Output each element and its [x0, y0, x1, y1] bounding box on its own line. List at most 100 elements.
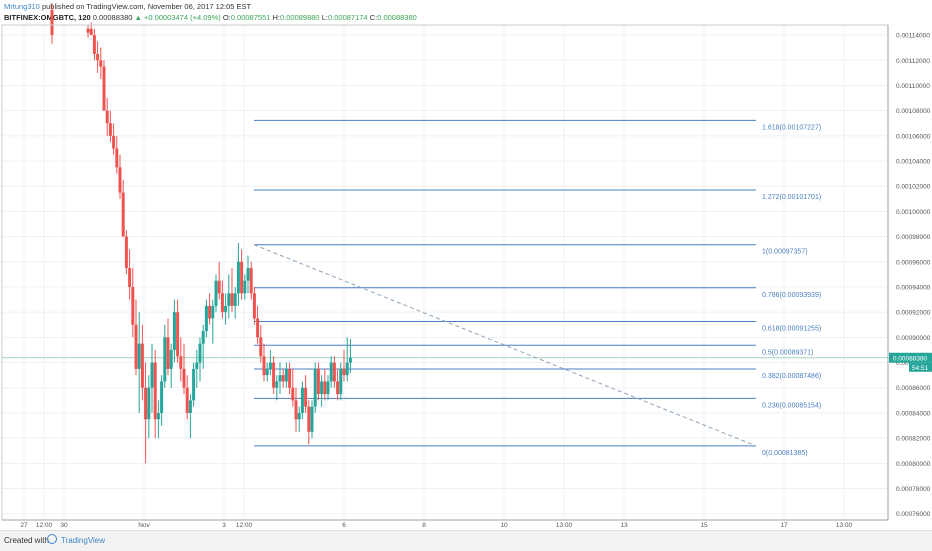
footer: Created with TradingView	[0, 530, 932, 551]
candle-body	[166, 337, 170, 369]
candle-body	[124, 236, 128, 269]
candle-body	[115, 148, 119, 168]
candle-body	[108, 123, 112, 136]
candle-body	[134, 324, 138, 369]
candle-body	[291, 387, 295, 401]
candle-body	[179, 356, 183, 369]
candle-body	[249, 268, 253, 294]
tradingview-link[interactable]: TradingView	[61, 536, 106, 545]
fib-level-label: 0.382(0.00087486)	[762, 373, 821, 380]
x-tick-label: 30	[60, 522, 68, 529]
candle-body	[268, 362, 272, 369]
candle-body	[89, 28, 93, 36]
candle-body	[339, 368, 343, 395]
y-tick-label: 0.00080000	[896, 461, 931, 468]
candle-body	[300, 387, 304, 413]
y-tick-label: 0.00100000	[896, 209, 931, 216]
candle-body	[118, 167, 122, 193]
fib-level-label: 0.5(0.00089371)	[762, 349, 813, 356]
candle-body	[224, 305, 228, 313]
candle-body	[240, 261, 244, 294]
candle-body	[217, 280, 221, 294]
x-tick-label: 15	[700, 522, 708, 529]
candle-body	[121, 192, 125, 237]
fib-level-label: 0(0.00081385)	[762, 450, 808, 457]
publish-info: published on TradingView.com, November 0…	[41, 2, 252, 11]
candle-body	[50, 9, 54, 36]
y-tick-label: 0.00112000	[896, 58, 930, 65]
price-tag-value: 0.00088380	[893, 355, 928, 362]
fib-trendline	[253, 244, 757, 447]
x-tick-label: 6	[342, 522, 346, 529]
candle-body	[131, 286, 135, 325]
y-tick-label: 0.00102000	[896, 184, 931, 191]
candle-body	[316, 368, 320, 395]
countdown-value: 54:51	[912, 365, 929, 372]
candle-body	[137, 343, 141, 369]
x-tick-label: 13	[620, 522, 628, 529]
candle-body	[156, 412, 160, 420]
fib-level-label: 0.236(0.00085154)	[762, 402, 821, 409]
candle-body	[233, 293, 237, 306]
ohlc-line: BITFINEX:OMGBTC, 120 0.00088380 ▲ +0.000…	[4, 12, 417, 23]
y-tick-label: 0.00092000	[896, 310, 931, 317]
candle-body	[275, 381, 279, 388]
y-tick-label: 0.00096000	[896, 259, 931, 266]
y-tick-label: 0.00104000	[896, 159, 931, 166]
candle-body	[92, 35, 96, 54]
x-tick-label: 27	[20, 522, 28, 529]
fibonacci-retracement[interactable]: 1.618(0.00107227) 1.272(0.00101701) 1(0.00…	[253, 119, 821, 457]
countdown-box	[909, 362, 932, 372]
y-tick-label: 0.00082000	[896, 436, 931, 443]
candle-body	[246, 268, 250, 281]
y-tick-label: 0.00086000	[896, 385, 931, 392]
candle-body	[310, 406, 314, 432]
axes: 0.00114000 0.00112000 0.00110000 0.00108000…	[1, 24, 931, 529]
candle-body	[204, 305, 208, 332]
candle-body	[227, 293, 231, 306]
price-tag: 0.00088380 54:51	[889, 352, 932, 372]
x-tick-label: 13:00	[836, 522, 853, 529]
candle-body	[211, 305, 215, 319]
fib-level-label: 1.618(0.00107227)	[762, 124, 821, 131]
candle-body	[112, 135, 116, 149]
candle-body	[252, 293, 256, 319]
candle-body	[172, 312, 176, 350]
fib-level-label: 0.786(0.00093939)	[762, 292, 821, 299]
symbol-label[interactable]: BITFINEX:OMGBTC, 120	[4, 13, 91, 22]
y-tick-label: 0.00098000	[896, 234, 931, 241]
last-price: 0.00088380	[92, 13, 133, 22]
x-tick-label: 12:00	[36, 522, 53, 529]
candle-body	[198, 343, 202, 363]
x-tick-label: 8	[422, 522, 426, 529]
candle-body	[345, 362, 349, 376]
tradingview-logo-icon[interactable]	[47, 534, 57, 544]
candle-body	[140, 343, 144, 388]
candle-body	[326, 381, 330, 395]
x-tick-label: 3	[222, 522, 226, 529]
candle-body	[323, 381, 327, 395]
y-tick-label: 0.00110000	[896, 83, 930, 90]
candle-body	[220, 293, 224, 313]
candle-body	[313, 368, 317, 407]
candle-body	[342, 368, 346, 376]
y-tick-label: 0.00090000	[896, 335, 931, 342]
price-chart[interactable]: 1.618(0.00107227) 1.272(0.00101701) 1(0.00…	[0, 0, 932, 530]
close-value: 0.00088380	[377, 13, 417, 22]
author-link[interactable]: Mrtung310	[4, 2, 40, 11]
y-tick-label: 0.00114000	[896, 33, 930, 40]
grid	[2, 25, 888, 520]
candle-body	[278, 375, 282, 382]
candle-body	[265, 368, 269, 376]
candle-body	[195, 362, 199, 369]
y-tick-label: 0.00106000	[896, 133, 931, 140]
candle-body	[320, 381, 324, 395]
candle-body	[332, 362, 336, 382]
fib-level-label: 0.618(0.00091255)	[762, 326, 821, 333]
candle-body	[96, 53, 100, 61]
fib-level-label: 1.272(0.00101701)	[762, 194, 821, 201]
candle-body	[188, 400, 192, 413]
candle-body	[128, 268, 132, 287]
x-tick-label: 13:00	[556, 522, 573, 529]
candle-body	[256, 318, 260, 338]
